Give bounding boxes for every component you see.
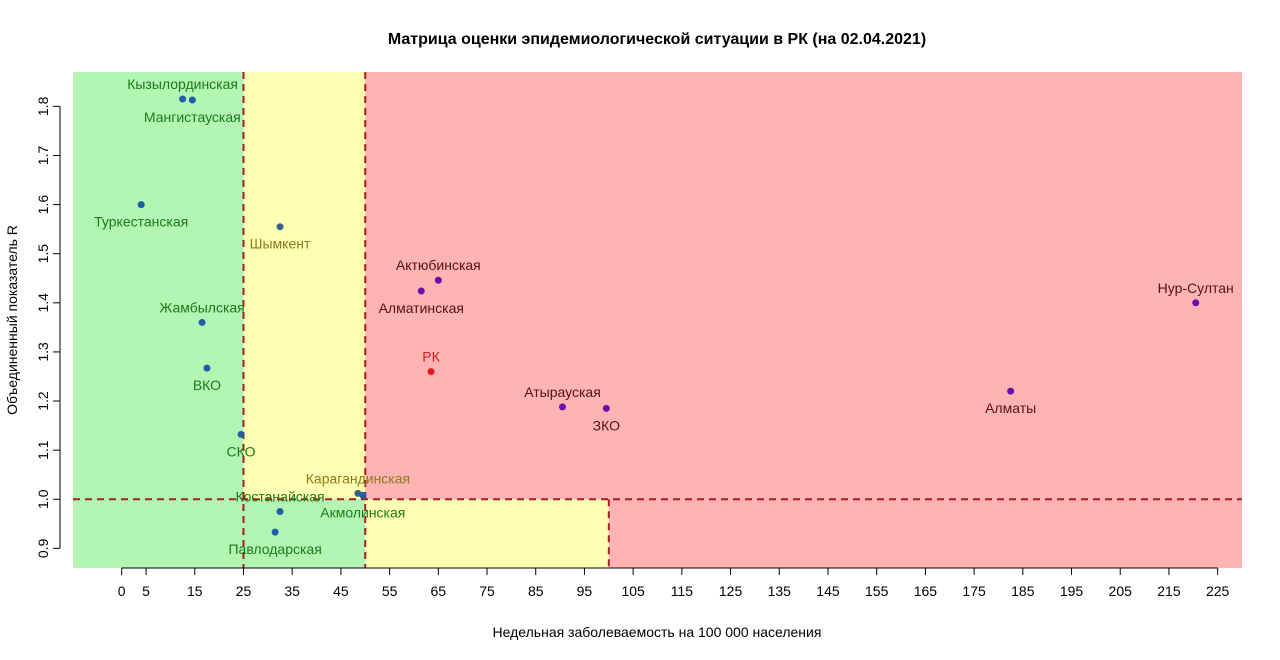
data-point [271,528,279,536]
x-tick-label: 55 [382,583,398,599]
zone-green-left [73,72,244,568]
y-tick-label: 1.8 [35,96,51,116]
data-point [602,404,610,412]
point-label: Шымкент [250,236,311,252]
x-tick-label: 115 [671,583,694,599]
data-point [434,276,442,284]
x-tick-label: 215 [1157,583,1181,599]
point-label: Актюбинская [396,257,481,273]
point-label: Алматинская [379,300,464,316]
x-tick-label: 5 [142,583,150,599]
data-point [188,96,196,104]
zone-red-upper [365,72,1242,500]
x-axis-label: Недельная заболеваемость на 100 000 насе… [493,624,822,640]
y-tick-label: 0.9 [35,538,51,558]
x-tick-label: 175 [962,583,986,599]
data-point [427,368,435,376]
data-point [237,430,245,438]
x-tick-label: 15 [187,583,203,599]
x-tick-label: 195 [1060,583,1084,599]
point-label: Костанайская [235,489,324,505]
zone-yellow-upper [243,72,366,500]
y-tick-label: 1.4 [35,293,51,313]
x-tick-label: 105 [621,583,645,599]
y-tick-label: 1.6 [35,195,51,215]
data-point [179,95,187,103]
y-tick-label: 1.3 [35,342,51,362]
point-label: Нур-Султан [1158,280,1234,296]
chart-title: Матрица оценки эпидемиологической ситуац… [388,31,926,48]
data-point [137,201,145,209]
point-label: Карагандинская [306,470,410,486]
point-label: Акмолинская [320,504,405,520]
y-tick-label: 1.2 [35,391,51,411]
data-point [1192,299,1200,307]
x-tick-label: 155 [865,583,889,599]
x-tick-label: 165 [914,583,938,599]
x-tick-label: 185 [1011,583,1035,599]
point-label: ВКО [193,377,221,393]
zone-red-lower [608,499,1242,568]
point-label: Мангистауская [144,109,241,125]
point-label: СКО [227,443,256,459]
x-tick-label: 35 [284,583,300,599]
x-tick-label: 225 [1206,583,1230,599]
axes: 0 5 15 25 35 45 55 65 75 85 95 105 115 125 135 145 155 16… [35,96,1230,599]
data-point [276,223,284,231]
point-label: ЗКО [593,417,620,433]
x-tick-label: 205 [1109,583,1133,599]
y-tick-label: 1.1 [35,440,51,460]
point-label: Туркестанская [94,214,188,230]
data-point [198,318,206,326]
zone-green-lower [243,499,366,568]
data-point [417,287,425,295]
x-tick-label: 95 [577,583,593,599]
x-tick-label: 25 [236,583,252,599]
y-tick-label: 1.7 [35,146,51,166]
x-tick-label: 145 [816,583,840,599]
threshold-lines [73,72,1242,568]
x-tick-label: 75 [479,583,495,599]
data-point [1007,387,1015,395]
data-point [359,491,367,499]
x-tick-label: 45 [333,583,349,599]
y-tick-label: 1.5 [35,244,51,264]
data-point [203,364,211,372]
data-points [137,95,1200,536]
point-label: Жамбылская [159,299,244,315]
y-axis-label: Объединенный показатель R [4,225,20,415]
x-tick-label: 85 [528,583,544,599]
point-label: Павлодарская [228,541,321,557]
data-point [276,508,284,516]
point-label: Кызылординская [127,76,238,92]
point-label: РК [422,349,440,365]
x-tick-label: 125 [719,583,743,599]
y-tick-label: 1.0 [35,489,51,509]
data-point [559,403,567,411]
x-tick-label: 135 [768,583,792,599]
x-tick-label: 0 [118,583,126,599]
point-labels: Кызылординская Мангистауская Туркестанская… [94,76,1234,557]
zone-yellow-lower [365,499,609,568]
x-tick-label: 65 [431,583,447,599]
point-label: Атырауская [524,384,601,400]
zone-backgrounds [73,72,1242,568]
point-label: Алматы [985,400,1036,416]
